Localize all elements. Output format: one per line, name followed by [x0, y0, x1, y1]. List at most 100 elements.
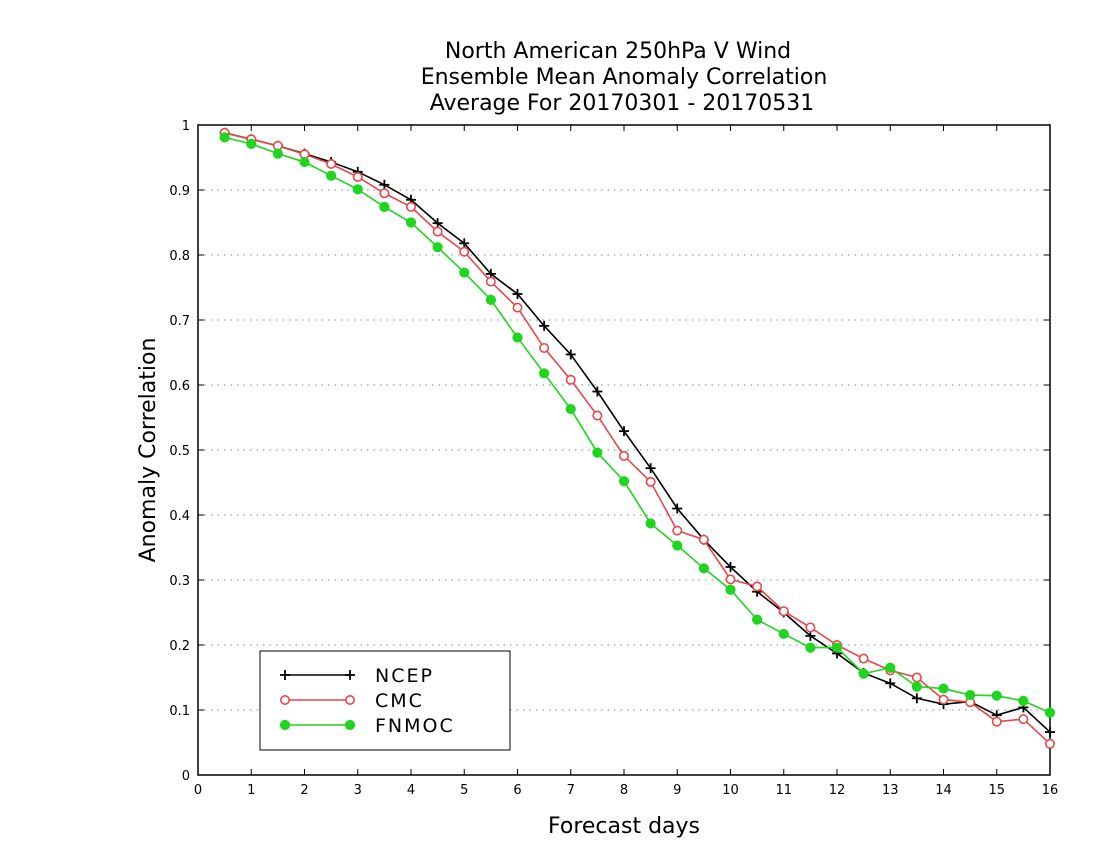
data-point-ncep	[459, 238, 470, 249]
data-point-ncep	[672, 503, 683, 514]
legend-marker-ncep	[345, 670, 355, 680]
legend-label-ncep: NCEP	[375, 665, 434, 687]
data-point-fnmoc	[991, 690, 1002, 701]
data-point-fnmoc	[379, 201, 390, 212]
series-line-fnmoc	[224, 136, 1051, 714]
data-point-fnmoc	[805, 642, 816, 653]
data-point-cmc	[405, 201, 416, 212]
data-point-ncep	[885, 678, 896, 689]
x-tick-label: 9	[673, 783, 681, 798]
data-point-cmc	[752, 581, 763, 592]
x-tick-label: 7	[567, 783, 575, 798]
data-point-cmc	[698, 534, 709, 545]
axis-ticks: 00.10.20.30.40.50.60.70.80.910 1 2 3 4 5 6 7 8 9 1…	[169, 119, 1058, 798]
data-point-fnmoc	[698, 563, 709, 574]
data-point-fnmoc	[752, 614, 763, 625]
legend-label-cmc: CMC	[375, 690, 424, 712]
data-point-cmc	[991, 716, 1002, 727]
data-point-cmc	[672, 525, 683, 536]
data-point-cmc	[539, 342, 550, 353]
data-point-fnmoc	[778, 628, 789, 640]
data-point-cmc	[805, 622, 816, 633]
y-axis-title: Anomaly Correlation	[136, 338, 161, 563]
data-point-ncep	[645, 463, 656, 474]
data-point-cmc	[618, 450, 629, 461]
data-point-fnmoc	[885, 662, 896, 673]
data-point-cmc	[725, 574, 736, 585]
data-point-fnmoc	[1044, 707, 1056, 718]
data-point-cmc	[565, 374, 576, 385]
data-point-ncep	[619, 426, 629, 437]
data-point-fnmoc	[858, 668, 869, 679]
y-tick-label: 1	[182, 119, 190, 134]
legend-marker-cmc	[279, 694, 290, 705]
y-tick-label: 0.7	[169, 314, 190, 329]
data-point-fnmoc	[938, 683, 949, 694]
data-point-fnmoc	[911, 681, 922, 692]
legend-marker-fnmoc	[279, 719, 291, 731]
data-point-fnmoc	[965, 689, 976, 701]
data-point-fnmoc	[352, 184, 363, 195]
data-point-cmc	[485, 276, 496, 287]
data-point-fnmoc	[725, 584, 736, 595]
data-point-ncep	[539, 320, 550, 331]
data-point-ncep	[805, 630, 816, 641]
data-point-ncep	[911, 693, 922, 704]
x-tick-label: 13	[882, 783, 899, 798]
data-point-fnmoc	[831, 642, 843, 653]
series-fnmoc	[219, 132, 1056, 718]
data-point-fnmoc	[246, 138, 257, 149]
data-point-fnmoc	[539, 368, 550, 379]
y-tick-label: 0.4	[169, 509, 190, 524]
x-tick-label: 14	[935, 783, 952, 798]
data-point-fnmoc	[326, 170, 337, 181]
data-point-fnmoc	[459, 267, 470, 278]
legend-marker-cmc	[344, 694, 355, 705]
x-tick-label: 3	[354, 783, 362, 798]
data-point-cmc	[459, 246, 470, 257]
data-point-cmc	[778, 606, 789, 617]
data-point-cmc	[1045, 738, 1056, 749]
x-tick-label: 5	[460, 783, 468, 798]
y-tick-label: 0.8	[169, 249, 190, 264]
data-point-cmc	[432, 226, 443, 237]
data-point-fnmoc	[672, 540, 683, 551]
legend-box	[259, 650, 511, 751]
data-point-cmc	[645, 476, 656, 487]
chart-title-line-3: Average For 20170301 - 20170531	[430, 91, 815, 116]
x-tick-label: 16	[1042, 783, 1059, 798]
legend-label-fnmoc: FNMOC	[375, 715, 455, 737]
data-point-cmc	[592, 410, 603, 421]
data-point-fnmoc	[592, 447, 603, 458]
data-point-fnmoc	[485, 294, 496, 305]
x-tick-label: 11	[775, 783, 792, 798]
data-point-cmc	[512, 302, 523, 313]
y-tick-label: 0.1	[169, 704, 190, 719]
x-tick-label: 6	[513, 783, 521, 798]
series-cmc	[219, 127, 1056, 749]
data-point-fnmoc	[432, 242, 443, 253]
x-tick-label: 12	[829, 783, 846, 798]
data-point-fnmoc	[1018, 695, 1029, 707]
data-point-fnmoc	[299, 156, 310, 168]
series-line-ncep	[224, 132, 1051, 733]
x-tick-label: 15	[988, 783, 1005, 798]
data-point-ncep	[432, 218, 443, 229]
y-tick-label: 0	[182, 769, 190, 784]
data-point-ncep	[592, 386, 603, 397]
data-point-ncep	[1045, 727, 1055, 738]
data-point-fnmoc	[219, 132, 230, 143]
data-point-cmc	[326, 159, 337, 170]
data-point-cmc	[911, 672, 922, 683]
x-tick-label: 0	[194, 783, 202, 798]
data-point-fnmoc	[618, 476, 630, 487]
x-tick-label: 10	[722, 783, 739, 798]
series-ncep	[219, 127, 1055, 738]
y-tick-label: 0.5	[169, 444, 190, 459]
data-point-cmc	[352, 172, 363, 183]
legend: NCEP CMC FNMOC	[259, 650, 511, 751]
x-tick-label: 1	[247, 783, 255, 798]
data-point-cmc	[938, 694, 949, 705]
x-axis-title: Forecast days	[548, 814, 700, 839]
data-point-ncep	[565, 349, 576, 360]
